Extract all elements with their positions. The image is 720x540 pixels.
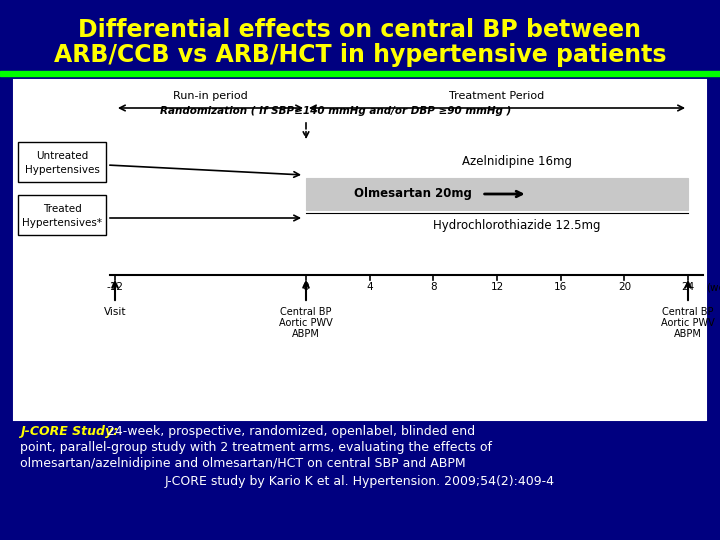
Bar [0,71,720,76]
Text: Hydrochlorothiazide 12.5mg: Hydrochlorothiazide 12.5mg [433,219,600,233]
Text: Olmesartan 20mg: Olmesartan 20mg [354,187,472,200]
FancyBboxPatch shape [18,142,106,182]
Text: 8: 8 [430,282,436,292]
Text: 4: 4 [366,282,373,292]
Text: point, parallel-group study with 2 treatment arms, evaluating the effects of: point, parallel-group study with 2 treat… [20,441,492,454]
Bar [306,178,688,210]
Text: Run-in period: Run-in period [173,91,248,101]
Text: Azelnidipine 16mg: Azelnidipine 16mg [462,156,572,168]
Text: Central BP: Central BP [662,307,714,317]
Text: Aortic PWV: Aortic PWV [661,318,715,328]
Text: Hypertensives*: Hypertensives* [22,218,102,228]
Text: olmesartan/azelnidipine and olmesartan/HCT on central SBP and ABPM: olmesartan/azelnidipine and olmesartan/H… [20,457,466,470]
Text: 12: 12 [490,282,503,292]
Text: 24-week, prospective, randomized, openlabel, blinded end: 24-week, prospective, randomized, openla… [103,425,475,438]
Text: J-CORE Study:: J-CORE Study: [20,425,118,438]
Text: Hypertensives: Hypertensives [24,165,99,175]
Text: -12: -12 [107,282,124,292]
Text: 20: 20 [618,282,631,292]
Text: ABPM: ABPM [674,329,702,339]
Text: Visit: Visit [104,307,126,317]
Text: 0: 0 [302,282,310,292]
Bar [14,80,706,420]
Text: Aortic PWV: Aortic PWV [279,318,333,328]
FancyBboxPatch shape [18,195,106,235]
Text: Untreated: Untreated [36,151,88,161]
Bar [306,145,688,245]
Text: ABPM: ABPM [292,329,320,339]
Text: (week): (week) [706,282,720,292]
Text: Central BP: Central BP [280,307,332,317]
Text: 24: 24 [681,282,695,292]
Text: J-CORE study by Kario K et al. Hypertension. 2009;54(2):409-4: J-CORE study by Kario K et al. Hypertens… [165,475,555,488]
Text: Differential effects on central BP between: Differential effects on central BP betwe… [78,18,642,42]
Text: ARB/CCB vs ARB/HCT in hypertensive patients: ARB/CCB vs ARB/HCT in hypertensive patie… [54,43,666,67]
Text: Treatment Period: Treatment Period [449,91,544,101]
Text: Randomization ( If SBP≥140 mmHg and/or DBP ≥90 mmHg ): Randomization ( If SBP≥140 mmHg and/or D… [161,106,512,116]
Text: Treated: Treated [42,204,81,214]
Text: 16: 16 [554,282,567,292]
